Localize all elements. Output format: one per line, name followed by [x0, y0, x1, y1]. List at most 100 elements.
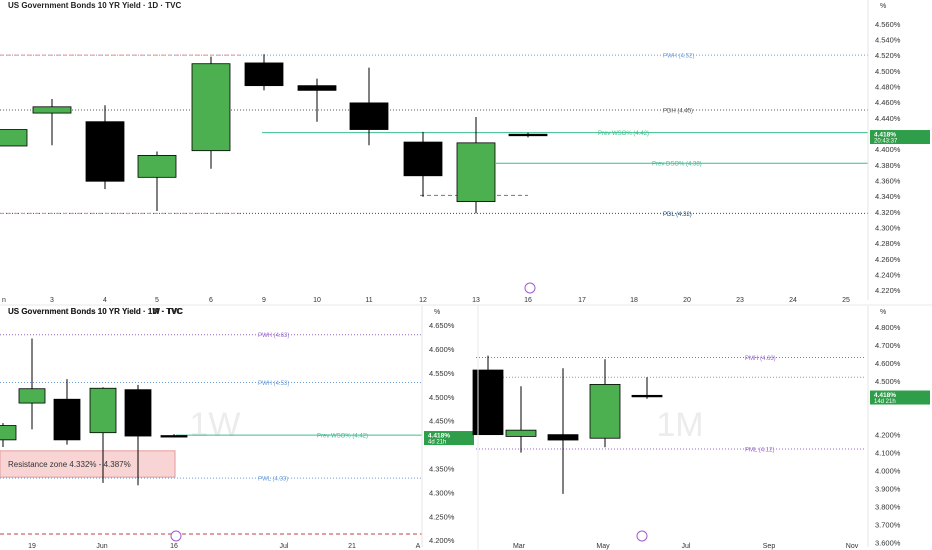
- y-tick-label: 4.500%: [875, 67, 901, 76]
- y-tick-label: 4.700%: [875, 341, 901, 350]
- candle-body: [85, 121, 125, 182]
- x-tick-label: May: [596, 543, 610, 550]
- candle-body: [589, 383, 621, 439]
- y-tick-label: 4.320%: [875, 208, 901, 217]
- last-price-tag: [870, 130, 930, 145]
- x-tick-label: n: [2, 297, 6, 304]
- daily-title: US Government Bonds 10 YR Yield · 1D · T…: [8, 1, 181, 10]
- x-tick-label: 11: [365, 297, 372, 304]
- unit-label: %: [880, 3, 886, 10]
- y-tick-label: 4.280%: [875, 239, 901, 248]
- level-label: Prev WSO% (4.42): [317, 434, 368, 440]
- x-tick-label: Sep: [763, 543, 776, 550]
- last-price-tag: [870, 390, 930, 405]
- x-tick-label: Nov: [846, 543, 859, 550]
- y-tick-label: 4.440%: [875, 114, 901, 123]
- event-marker-icon: [636, 530, 648, 542]
- candle-body: [160, 435, 188, 438]
- x-tick-label: 4: [103, 297, 107, 304]
- x-tick-label: 12: [419, 297, 427, 304]
- last-price-value: 4.418%: [874, 392, 896, 399]
- level-label: PWH (4.63): [258, 333, 289, 339]
- y-tick-label: 4.300%: [429, 488, 455, 497]
- x-tick-label: Jul: [280, 543, 289, 550]
- x-tick-label: 10: [313, 297, 321, 304]
- y-tick-label: 4.450%: [429, 417, 455, 426]
- x-tick-label: A: [416, 543, 421, 550]
- candle-body: [0, 129, 28, 147]
- monthly-panel: 1M PMH (4.63) PML (4.12) US Government Bond…: [8, 306, 930, 550]
- y-tick-label: 4.360%: [875, 176, 901, 185]
- candle-body: [505, 429, 537, 437]
- resistance-zone: [0, 450, 176, 478]
- y-tick-label: 4.520%: [875, 51, 901, 60]
- x-tick-label: 24: [789, 297, 797, 304]
- x-tick-label: Mar: [513, 543, 526, 550]
- x-tick-label: 16: [170, 543, 178, 550]
- y-tick-label: 4.650%: [429, 321, 455, 330]
- x-tick-label: Jun: [96, 543, 107, 550]
- candle-body: [349, 102, 389, 130]
- y-tick-label: 3.800%: [875, 502, 901, 511]
- candle-body: [631, 394, 663, 398]
- level-label: PML (4.12): [745, 447, 774, 453]
- x-tick-label: Jul: [682, 543, 691, 550]
- event-marker-icon: [524, 282, 536, 294]
- last-price-value: 4.418%: [428, 433, 450, 440]
- y-tick-label: 4.800%: [875, 323, 901, 332]
- y-tick-label: 4.300%: [875, 223, 901, 232]
- last-price-countdown: 20:43:37: [874, 139, 898, 145]
- candle-body: [191, 63, 231, 152]
- candle-body: [124, 389, 152, 437]
- x-tick-label: 25: [842, 297, 850, 304]
- level-label: PWH (4.53): [258, 381, 289, 387]
- x-tick-label: 16: [524, 297, 532, 304]
- weekly-panel: 1W Resistance zone 4.332% - 4.387% PWH (4.…: [0, 306, 474, 550]
- x-tick-label: 20: [683, 297, 691, 304]
- last-price-tag: [424, 431, 474, 446]
- y-tick-label: 4.240%: [875, 270, 901, 279]
- weekly-watermark: 1W: [190, 406, 241, 444]
- candle-body: [89, 387, 117, 434]
- y-tick-label: 4.380%: [875, 161, 901, 170]
- level-label: Prev DSO% (4.38): [652, 162, 702, 168]
- candle-body: [244, 62, 284, 87]
- x-tick-label: 13: [472, 297, 480, 304]
- candle-body: [32, 106, 72, 114]
- x-tick-label: 21: [348, 543, 356, 550]
- x-tick-label: 3: [50, 297, 54, 304]
- y-tick-label: 4.600%: [875, 359, 901, 368]
- level-label: PWH (4.52): [663, 54, 694, 60]
- y-tick-label: 4.500%: [875, 377, 901, 386]
- x-tick-label: 19: [28, 543, 36, 550]
- y-tick-label: 3.900%: [875, 484, 901, 493]
- y-tick-label: 3.700%: [875, 520, 901, 529]
- last-price-value: 4.418%: [874, 132, 896, 139]
- candle-body: [456, 142, 496, 203]
- candle-body: [297, 85, 337, 91]
- last-price-countdown: 4d 21h: [428, 440, 446, 446]
- y-tick-label: 4.250%: [429, 512, 455, 521]
- x-tick-label: 9: [262, 297, 266, 304]
- weekly-title: US Government Bonds 10 YR Yield · 1W · T…: [8, 307, 183, 316]
- level-label: PMH (4.63): [745, 356, 776, 362]
- level-label: Prev WSO% (4.42): [598, 131, 649, 137]
- candle-body: [53, 398, 81, 441]
- y-tick-label: 4.480%: [875, 82, 901, 91]
- y-tick-label: 4.560%: [875, 20, 901, 29]
- y-tick-label: 4.500%: [429, 393, 455, 402]
- y-tick-label: 3.600%: [875, 538, 901, 547]
- monthly-title: US Government Bonds 10 YR Yield · 1M · T…: [8, 307, 182, 316]
- y-tick-label: 4.540%: [875, 35, 901, 44]
- unit-label: %: [434, 309, 440, 316]
- level-label: PWL (4.33): [258, 477, 288, 483]
- y-tick-label: 4.220%: [875, 286, 901, 295]
- candle-body: [403, 141, 443, 177]
- candle-body: [547, 434, 579, 441]
- y-tick-label: 4.200%: [429, 536, 455, 545]
- y-tick-label: 4.200%: [875, 431, 901, 440]
- y-tick-label: 4.460%: [875, 98, 901, 107]
- x-tick-label: 5: [155, 297, 159, 304]
- candle-body: [0, 425, 17, 441]
